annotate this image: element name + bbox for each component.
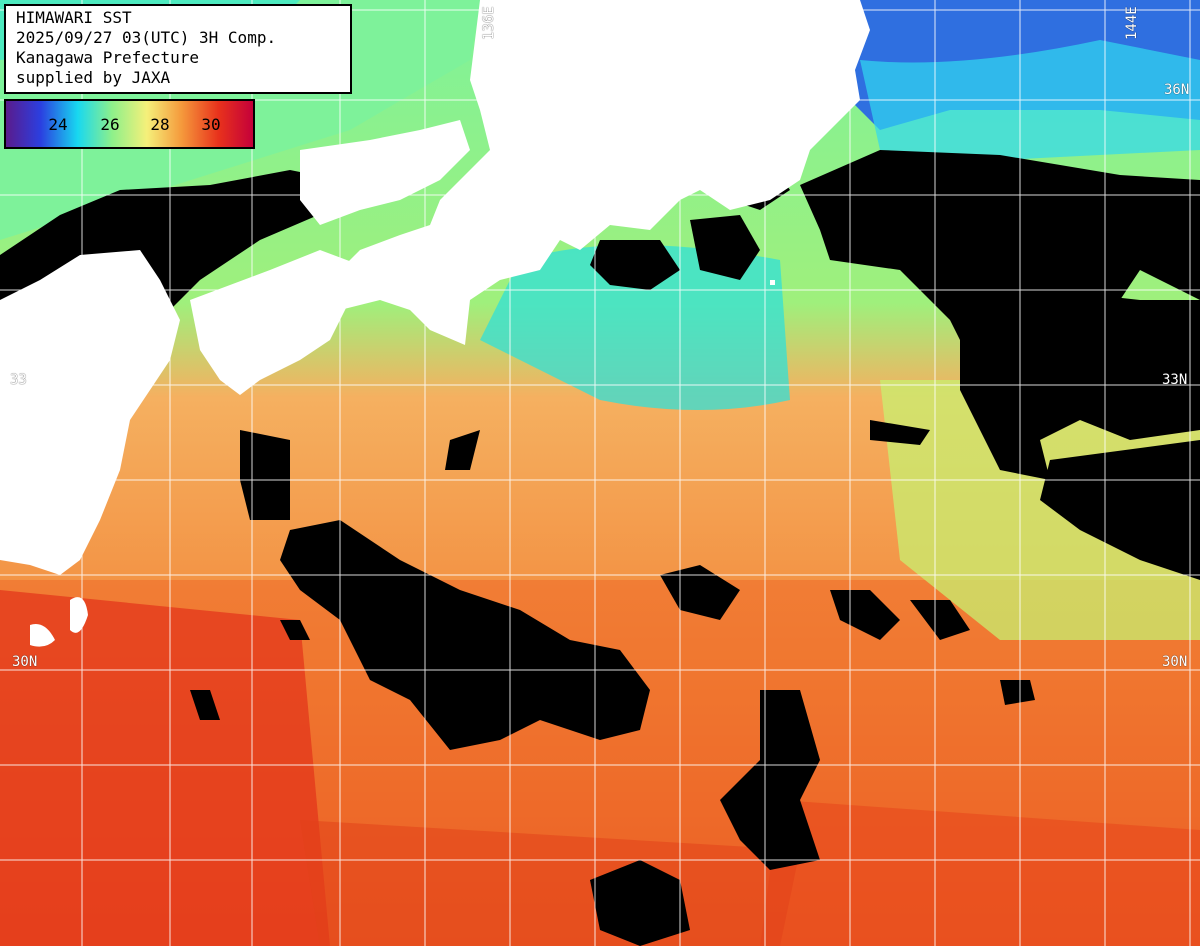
title-line-supplier: supplied by JAXA xyxy=(16,68,171,87)
land-kyushu xyxy=(0,250,180,575)
land-honshu xyxy=(330,0,870,345)
land-masses xyxy=(0,0,870,647)
lon-label-136e: 136E xyxy=(481,6,497,40)
coastal-cool-water xyxy=(480,245,790,410)
title-line-datetime: 2025/09/27 03(UTC) 3H Comp. xyxy=(16,28,277,47)
hottest-se xyxy=(760,800,1200,946)
land-yakushima xyxy=(70,597,88,633)
temperature-legend: 24 26 28 30 xyxy=(4,99,255,149)
title-line-prefecture: Kanagawa Prefecture xyxy=(16,48,200,67)
lat-label-30n-left: 30N xyxy=(12,654,38,670)
legend-tick-24: 24 xyxy=(48,115,68,134)
lat-label-33-left: 33 xyxy=(10,372,27,388)
land-chugoku xyxy=(300,120,470,225)
lat-label-30n-right: 30N xyxy=(1162,654,1188,670)
lat-label-33n: 33N xyxy=(1162,372,1188,388)
legend-tick-30: 30 xyxy=(201,115,221,134)
lon-label-144e: 144E xyxy=(1124,6,1140,40)
land-kii-spot xyxy=(770,280,775,285)
land-shikoku xyxy=(190,250,360,395)
legend-color-bar xyxy=(6,101,253,147)
title-line-product: HIMAWARI SST xyxy=(16,8,132,27)
legend-tick-28: 28 xyxy=(150,115,170,134)
land-tanegashima xyxy=(30,624,55,647)
lat-label-36n: 36N xyxy=(1164,82,1190,98)
title-box: HIMAWARI SST 2025/09/27 03(UTC) 3H Comp.… xyxy=(4,4,352,94)
legend-tick-26: 26 xyxy=(100,115,120,134)
